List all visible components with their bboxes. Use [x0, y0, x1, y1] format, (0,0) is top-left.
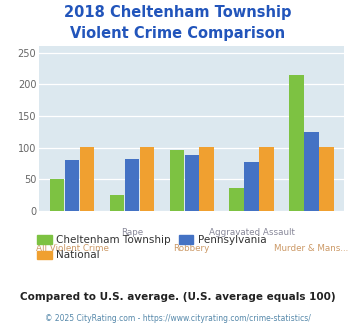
Text: All Violent Crime: All Violent Crime	[36, 244, 108, 253]
Bar	[260, 147, 274, 211]
Bar	[65, 160, 79, 211]
Bar	[319, 147, 334, 211]
Bar	[110, 195, 124, 211]
Text: 2018 Cheltenham Township: 2018 Cheltenham Township	[64, 5, 291, 20]
Text: Robbery: Robbery	[174, 244, 210, 253]
Bar	[304, 132, 318, 211]
Text: Aggravated Assault: Aggravated Assault	[209, 228, 295, 237]
Bar	[140, 147, 154, 211]
Bar	[289, 75, 304, 211]
Text: Rape: Rape	[121, 228, 143, 237]
Bar	[170, 149, 184, 211]
Text: © 2025 CityRating.com - https://www.cityrating.com/crime-statistics/: © 2025 CityRating.com - https://www.city…	[45, 314, 310, 323]
Bar	[185, 155, 199, 211]
Bar	[50, 179, 64, 211]
Bar	[125, 158, 139, 211]
Bar	[244, 162, 259, 211]
Text: Violent Crime Comparison: Violent Crime Comparison	[70, 26, 285, 41]
Bar	[200, 147, 214, 211]
Text: Murder & Mans...: Murder & Mans...	[274, 244, 349, 253]
Legend: Cheltenham Township, National, Pennsylvania: Cheltenham Township, National, Pennsylva…	[37, 235, 266, 260]
Bar	[80, 147, 94, 211]
Bar	[229, 188, 244, 211]
Text: Compared to U.S. average. (U.S. average equals 100): Compared to U.S. average. (U.S. average …	[20, 292, 335, 302]
